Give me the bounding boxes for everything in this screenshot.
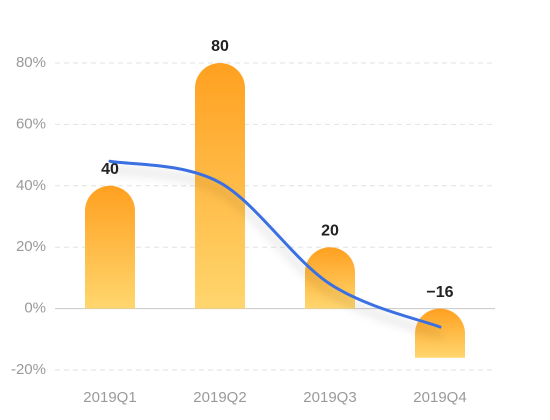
line [108,159,442,329]
x-tick-label: 2019Q4 [413,389,466,406]
x-tick-label: 2019Q1 [83,389,136,406]
x-tick-label: 2019Q2 [193,389,246,406]
y-tick-label: 40% [16,177,46,194]
bar [305,247,355,309]
y-tick-label: -20% [11,361,46,378]
bar [195,63,245,309]
bar [85,185,135,309]
x-tick-label: 2019Q3 [303,389,356,406]
value-label: 80 [211,38,229,55]
y-tick-label: 20% [16,238,46,255]
y-tick-label: 60% [16,115,46,132]
value-label: −16 [426,284,453,301]
bar [415,308,465,358]
value-label: 40 [101,161,119,178]
y-tick-label: 80% [16,54,46,71]
value-label: 20 [321,222,339,239]
y-tick-label: 0% [24,300,46,317]
